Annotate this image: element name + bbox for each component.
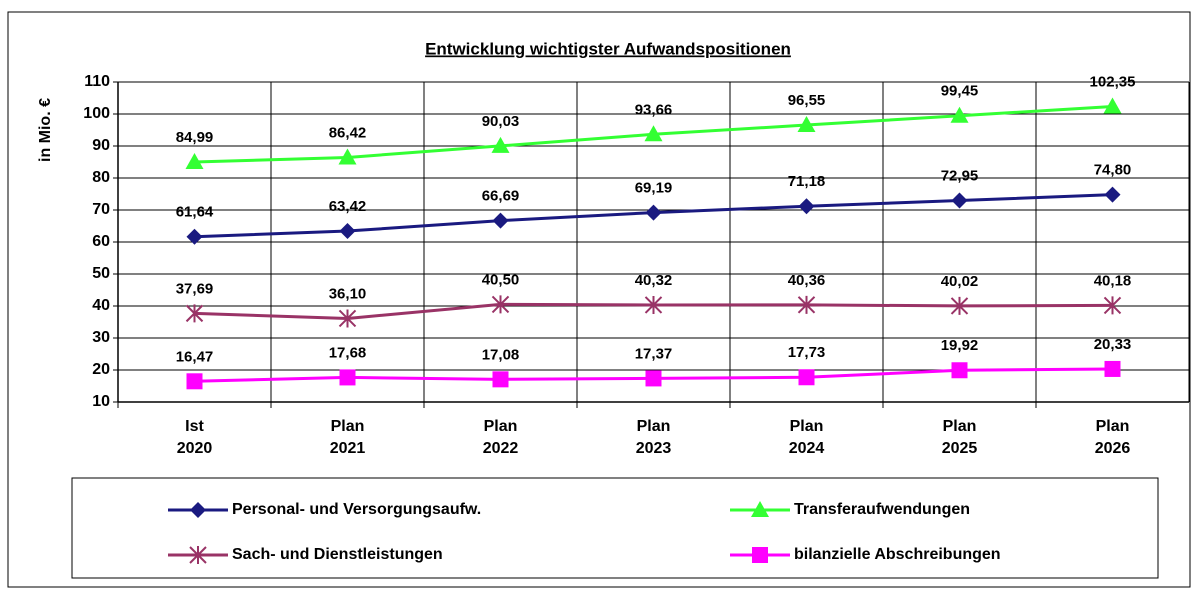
data-label: 17,08	[482, 346, 520, 363]
data-label: 96,55	[788, 92, 826, 109]
x-tick-label: Plan 2022	[483, 418, 519, 457]
point	[1104, 186, 1121, 203]
data-label: 16,47	[176, 348, 214, 365]
y-tick-label: 40	[92, 297, 110, 314]
data-label: 86,42	[329, 124, 367, 141]
x-tick-label: Ist 2020	[177, 418, 213, 457]
point	[645, 370, 662, 387]
x-tick-label: Plan 2024	[789, 418, 825, 457]
point	[186, 373, 203, 390]
y-tick-label: 50	[92, 265, 110, 282]
data-label: 90,03	[482, 113, 520, 130]
data-label: 40,32	[635, 272, 673, 289]
x-tick-label: Plan 2021	[330, 418, 366, 457]
legend-label: Sach- und Dienstleistungen	[232, 546, 443, 563]
data-label: 40,36	[788, 272, 826, 289]
legend-marker	[752, 547, 768, 563]
data-label: 99,45	[941, 83, 979, 100]
point	[644, 125, 663, 142]
point	[1103, 97, 1122, 114]
data-label: 40,50	[482, 271, 520, 288]
legend-marker	[190, 502, 206, 518]
point	[185, 153, 204, 170]
legend-marker	[189, 546, 207, 564]
point	[797, 295, 816, 314]
point	[186, 228, 203, 245]
y-tick-label: 60	[92, 233, 110, 250]
point	[951, 192, 968, 209]
x-tick-label: Plan 2023	[636, 418, 672, 457]
legend-label: bilanzielle Abschreibungen	[794, 546, 1001, 563]
data-label: 37,69	[176, 280, 214, 297]
data-label: 17,73	[788, 344, 826, 361]
point	[492, 371, 509, 388]
legend-label: Transferaufwendungen	[794, 501, 970, 518]
legend-box	[71, 477, 1159, 579]
data-label: 40,02	[941, 273, 979, 290]
data-label: 63,42	[329, 198, 367, 215]
y-tick-label: 90	[92, 137, 110, 154]
y-tick-label: 30	[92, 329, 110, 346]
x-tick-label: Plan 2026	[1095, 418, 1131, 457]
data-label: 72,95	[941, 168, 979, 185]
x-tick-label: Plan 2025	[942, 418, 978, 457]
legend-label: Personal- und Versorgungsaufw.	[232, 501, 481, 518]
data-label: 20,33	[1094, 336, 1132, 353]
y-tick-label: 70	[92, 201, 110, 218]
y-tick-label: 100	[83, 105, 110, 122]
point	[185, 304, 204, 323]
point	[950, 296, 969, 315]
y-axis-label: in Mio. €	[37, 98, 54, 162]
point	[1103, 296, 1122, 315]
chart-title: Entwicklung wichtigster Aufwandsposition…	[425, 39, 791, 58]
point	[798, 369, 815, 386]
point	[338, 309, 357, 328]
point	[338, 148, 357, 165]
data-label: 17,68	[329, 344, 367, 361]
point	[951, 362, 968, 379]
data-label: 66,69	[482, 188, 520, 205]
data-label: 71,18	[788, 173, 826, 190]
y-tick-label: 20	[92, 361, 110, 378]
point	[339, 223, 356, 240]
point	[491, 295, 510, 314]
point	[645, 204, 662, 221]
point	[492, 212, 509, 229]
point	[491, 136, 510, 153]
data-label: 93,66	[635, 101, 673, 118]
data-label: 61,64	[176, 204, 214, 221]
y-tick-label: 110	[84, 73, 110, 90]
y-tick-label: 10	[92, 393, 110, 410]
point	[644, 295, 663, 314]
data-label: 69,19	[635, 180, 673, 197]
point	[797, 116, 816, 133]
data-label: 19,92	[941, 337, 979, 354]
data-label: 17,37	[635, 345, 673, 362]
data-label: 36,10	[329, 285, 367, 302]
point	[798, 198, 815, 215]
data-label: 102,35	[1090, 73, 1136, 90]
point	[950, 106, 969, 123]
y-tick-label: 80	[92, 169, 110, 186]
data-label: 40,18	[1094, 272, 1132, 289]
legend-marker	[751, 501, 769, 517]
point	[339, 369, 356, 386]
point	[1104, 360, 1121, 377]
data-label: 74,80	[1094, 162, 1132, 179]
data-label: 84,99	[176, 129, 214, 146]
